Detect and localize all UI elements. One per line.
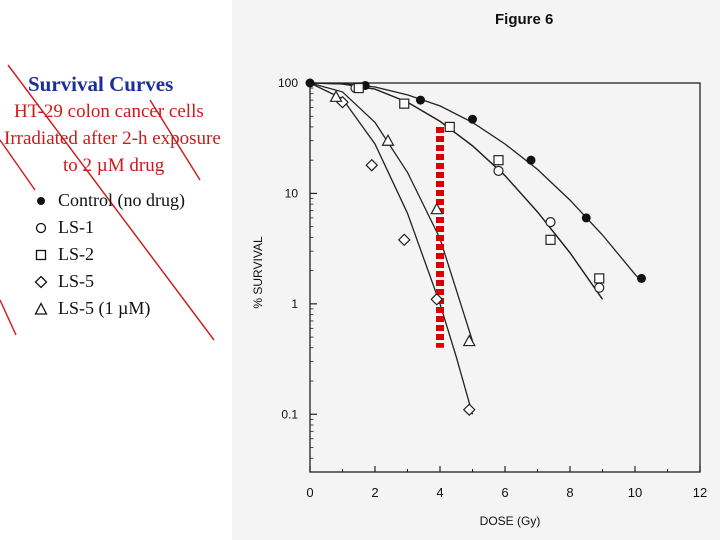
- data-point: [305, 78, 315, 88]
- data-point: [365, 158, 379, 172]
- legend-panel: Survival Curves HT-29 colon cancer cells…: [0, 0, 232, 540]
- data-point: [430, 202, 444, 215]
- legend-line-2: Irradiated after 2-h exposure: [4, 128, 221, 149]
- data-point: [594, 273, 605, 284]
- data-point: [637, 273, 646, 283]
- x-axis-label: DOSE (Gy): [480, 514, 541, 528]
- legend-item-label: Control (no drug): [58, 190, 185, 210]
- legend-item-label: LS-5: [58, 271, 94, 291]
- legend-item-label: LS-2: [58, 244, 94, 264]
- data-point: [381, 133, 395, 146]
- data-point: [430, 292, 444, 306]
- open-square-icon: [35, 249, 47, 261]
- survival-chart: 0 2 4 6 8 10 12 100 10 1 0.1 DOSE (Gy) % SURVIVAL: [251, 76, 707, 528]
- x-tick-label: 0: [306, 485, 313, 500]
- data-point: [581, 213, 591, 223]
- y-tick-label: 100: [278, 76, 298, 90]
- y-tick-label: 10: [285, 186, 299, 200]
- diagonal-red-lines: [0, 64, 215, 341]
- legend-line-3: to 2 µM drug: [63, 155, 165, 176]
- y-axis-label: % SURVIVAL: [251, 236, 265, 309]
- series-curve: [309, 82, 474, 342]
- x-tick-label: 12: [693, 485, 707, 500]
- chart-panel: [232, 0, 720, 540]
- data-point: [353, 82, 364, 94]
- x-tick-label: 4: [436, 485, 443, 500]
- y-tick-label: 0.1: [281, 407, 298, 421]
- data-point: [462, 334, 476, 347]
- data-point: [329, 90, 343, 102]
- filled-circle-icon: [37, 197, 45, 205]
- series-curve: [309, 82, 642, 282]
- data-point: [545, 234, 556, 245]
- open-triangle-icon: [34, 302, 48, 315]
- legend-item-label: LS-5 (1 µM): [58, 298, 151, 318]
- x-tick-label: 10: [628, 485, 642, 500]
- series-curve: [309, 82, 474, 415]
- data-point: [594, 282, 605, 293]
- figure-title: Figure 6: [495, 11, 554, 28]
- data-point: [416, 95, 425, 105]
- data-point: [444, 121, 455, 133]
- data-point: [493, 155, 504, 166]
- data-point: [397, 233, 411, 247]
- open-diamond-icon: [34, 275, 48, 289]
- data-point: [399, 98, 410, 109]
- x-tick-label: 2: [371, 485, 378, 500]
- data-point: [462, 403, 476, 417]
- open-circle-icon: [35, 222, 47, 234]
- x-tick-label: 6: [501, 485, 508, 500]
- legend-title: Survival Curves: [28, 72, 174, 96]
- data-point: [545, 216, 556, 228]
- data-point: [493, 165, 504, 176]
- legend-item-label: LS-1: [58, 217, 94, 237]
- data-point: [526, 155, 536, 165]
- legend-line-1: HT-29 colon cancer cells: [14, 101, 204, 122]
- data-point: [468, 114, 477, 124]
- y-tick-label: 1: [291, 297, 298, 311]
- x-tick-label: 8: [566, 485, 573, 500]
